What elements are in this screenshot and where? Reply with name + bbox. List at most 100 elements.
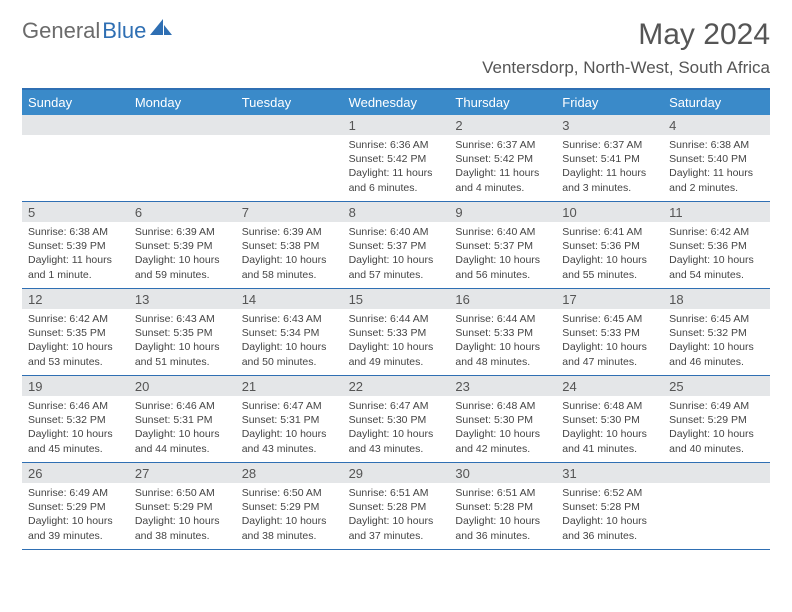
day-cell	[22, 115, 129, 201]
day-body	[22, 135, 129, 142]
day-cell: 6Sunrise: 6:39 AMSunset: 5:39 PMDaylight…	[129, 202, 236, 288]
day-cell	[129, 115, 236, 201]
sunset-text: Sunset: 5:35 PM	[135, 326, 230, 340]
day-cell: 31Sunrise: 6:52 AMSunset: 5:28 PMDayligh…	[556, 463, 663, 549]
sunrise-text: Sunrise: 6:37 AM	[562, 138, 657, 152]
weekday-header: Friday	[556, 90, 663, 115]
day-body: Sunrise: 6:43 AMSunset: 5:34 PMDaylight:…	[236, 309, 343, 373]
sunset-text: Sunset: 5:29 PM	[135, 500, 230, 514]
daylight-text: Daylight: 11 hours and 4 minutes.	[455, 166, 550, 194]
day-body: Sunrise: 6:52 AMSunset: 5:28 PMDaylight:…	[556, 483, 663, 547]
sunrise-text: Sunrise: 6:50 AM	[242, 486, 337, 500]
sunset-text: Sunset: 5:38 PM	[242, 239, 337, 253]
sunset-text: Sunset: 5:39 PM	[28, 239, 123, 253]
sunrise-text: Sunrise: 6:44 AM	[349, 312, 444, 326]
day-body: Sunrise: 6:48 AMSunset: 5:30 PMDaylight:…	[449, 396, 556, 460]
day-body: Sunrise: 6:50 AMSunset: 5:29 PMDaylight:…	[129, 483, 236, 547]
day-body: Sunrise: 6:48 AMSunset: 5:30 PMDaylight:…	[556, 396, 663, 460]
day-cell: 7Sunrise: 6:39 AMSunset: 5:38 PMDaylight…	[236, 202, 343, 288]
sunset-text: Sunset: 5:36 PM	[669, 239, 764, 253]
day-body: Sunrise: 6:50 AMSunset: 5:29 PMDaylight:…	[236, 483, 343, 547]
sunrise-text: Sunrise: 6:48 AM	[562, 399, 657, 413]
daylight-text: Daylight: 10 hours and 40 minutes.	[669, 427, 764, 455]
logo-text-2: Blue	[102, 18, 146, 44]
daylight-text: Daylight: 10 hours and 49 minutes.	[349, 340, 444, 368]
day-number: 15	[343, 289, 450, 309]
day-number: 28	[236, 463, 343, 483]
sunrise-text: Sunrise: 6:44 AM	[455, 312, 550, 326]
day-body: Sunrise: 6:44 AMSunset: 5:33 PMDaylight:…	[449, 309, 556, 373]
day-number: 3	[556, 115, 663, 135]
daylight-text: Daylight: 10 hours and 38 minutes.	[135, 514, 230, 542]
day-body: Sunrise: 6:42 AMSunset: 5:36 PMDaylight:…	[663, 222, 770, 286]
sunrise-text: Sunrise: 6:38 AM	[669, 138, 764, 152]
day-number	[236, 115, 343, 135]
day-body: Sunrise: 6:49 AMSunset: 5:29 PMDaylight:…	[22, 483, 129, 547]
week-row: 19Sunrise: 6:46 AMSunset: 5:32 PMDayligh…	[22, 376, 770, 463]
daylight-text: Daylight: 11 hours and 6 minutes.	[349, 166, 444, 194]
daylight-text: Daylight: 10 hours and 57 minutes.	[349, 253, 444, 281]
sunset-text: Sunset: 5:42 PM	[455, 152, 550, 166]
day-cell: 30Sunrise: 6:51 AMSunset: 5:28 PMDayligh…	[449, 463, 556, 549]
day-cell	[663, 463, 770, 549]
sunrise-text: Sunrise: 6:49 AM	[669, 399, 764, 413]
sunset-text: Sunset: 5:30 PM	[455, 413, 550, 427]
day-body: Sunrise: 6:38 AMSunset: 5:39 PMDaylight:…	[22, 222, 129, 286]
day-number: 20	[129, 376, 236, 396]
daylight-text: Daylight: 10 hours and 51 minutes.	[135, 340, 230, 368]
day-cell: 19Sunrise: 6:46 AMSunset: 5:32 PMDayligh…	[22, 376, 129, 462]
daylight-text: Daylight: 10 hours and 54 minutes.	[669, 253, 764, 281]
day-number: 22	[343, 376, 450, 396]
day-body: Sunrise: 6:47 AMSunset: 5:31 PMDaylight:…	[236, 396, 343, 460]
sunrise-text: Sunrise: 6:50 AM	[135, 486, 230, 500]
daylight-text: Daylight: 11 hours and 1 minute.	[28, 253, 123, 281]
daylight-text: Daylight: 10 hours and 41 minutes.	[562, 427, 657, 455]
daylight-text: Daylight: 11 hours and 2 minutes.	[669, 166, 764, 194]
day-cell: 16Sunrise: 6:44 AMSunset: 5:33 PMDayligh…	[449, 289, 556, 375]
daylight-text: Daylight: 10 hours and 37 minutes.	[349, 514, 444, 542]
day-cell: 14Sunrise: 6:43 AMSunset: 5:34 PMDayligh…	[236, 289, 343, 375]
day-body	[129, 135, 236, 142]
daylight-text: Daylight: 10 hours and 45 minutes.	[28, 427, 123, 455]
week-row: 12Sunrise: 6:42 AMSunset: 5:35 PMDayligh…	[22, 289, 770, 376]
day-number: 16	[449, 289, 556, 309]
sunset-text: Sunset: 5:29 PM	[669, 413, 764, 427]
sunset-text: Sunset: 5:34 PM	[242, 326, 337, 340]
day-number: 4	[663, 115, 770, 135]
sunset-text: Sunset: 5:32 PM	[669, 326, 764, 340]
daylight-text: Daylight: 10 hours and 47 minutes.	[562, 340, 657, 368]
sunset-text: Sunset: 5:42 PM	[349, 152, 444, 166]
day-cell: 29Sunrise: 6:51 AMSunset: 5:28 PMDayligh…	[343, 463, 450, 549]
daylight-text: Daylight: 10 hours and 43 minutes.	[242, 427, 337, 455]
day-number: 7	[236, 202, 343, 222]
location-label: Ventersdorp, North-West, South Africa	[482, 58, 770, 78]
daylight-text: Daylight: 10 hours and 55 minutes.	[562, 253, 657, 281]
day-body: Sunrise: 6:45 AMSunset: 5:33 PMDaylight:…	[556, 309, 663, 373]
day-body	[236, 135, 343, 142]
sunrise-text: Sunrise: 6:39 AM	[135, 225, 230, 239]
sunset-text: Sunset: 5:35 PM	[28, 326, 123, 340]
day-number	[22, 115, 129, 135]
day-cell: 9Sunrise: 6:40 AMSunset: 5:37 PMDaylight…	[449, 202, 556, 288]
day-cell: 13Sunrise: 6:43 AMSunset: 5:35 PMDayligh…	[129, 289, 236, 375]
day-number: 11	[663, 202, 770, 222]
day-cell: 23Sunrise: 6:48 AMSunset: 5:30 PMDayligh…	[449, 376, 556, 462]
sunset-text: Sunset: 5:39 PM	[135, 239, 230, 253]
week-row: 26Sunrise: 6:49 AMSunset: 5:29 PMDayligh…	[22, 463, 770, 550]
sunset-text: Sunset: 5:29 PM	[28, 500, 123, 514]
sunset-text: Sunset: 5:33 PM	[349, 326, 444, 340]
day-number: 31	[556, 463, 663, 483]
sunset-text: Sunset: 5:33 PM	[455, 326, 550, 340]
sunrise-text: Sunrise: 6:45 AM	[669, 312, 764, 326]
day-cell: 18Sunrise: 6:45 AMSunset: 5:32 PMDayligh…	[663, 289, 770, 375]
day-body: Sunrise: 6:49 AMSunset: 5:29 PMDaylight:…	[663, 396, 770, 460]
day-number	[129, 115, 236, 135]
sunset-text: Sunset: 5:36 PM	[562, 239, 657, 253]
sunrise-text: Sunrise: 6:39 AM	[242, 225, 337, 239]
sunset-text: Sunset: 5:30 PM	[349, 413, 444, 427]
day-body: Sunrise: 6:46 AMSunset: 5:32 PMDaylight:…	[22, 396, 129, 460]
day-number: 19	[22, 376, 129, 396]
sunrise-text: Sunrise: 6:47 AM	[242, 399, 337, 413]
day-number: 1	[343, 115, 450, 135]
sunset-text: Sunset: 5:31 PM	[135, 413, 230, 427]
